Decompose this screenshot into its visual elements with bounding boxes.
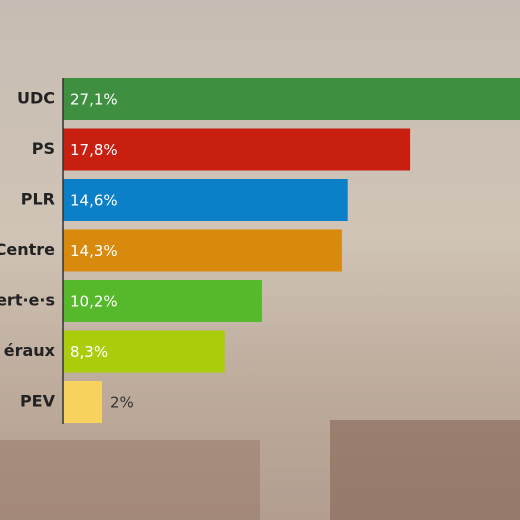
background-desk bbox=[330, 420, 520, 520]
value-label: 2% bbox=[110, 394, 134, 412]
category-label: UDC bbox=[17, 89, 55, 108]
bar bbox=[63, 179, 348, 221]
background-desk bbox=[0, 440, 260, 520]
bar bbox=[63, 78, 520, 120]
category-label: PEV bbox=[20, 392, 56, 411]
bars: UDC 27,1% PS 17,8% PLR 14,6% Centre 14,3% ert·e·… bbox=[0, 78, 520, 423]
bar bbox=[63, 280, 262, 322]
bar bbox=[63, 128, 411, 171]
category-label: PLR bbox=[21, 190, 55, 209]
category-label: PS bbox=[32, 139, 55, 158]
value-label: 17,8% bbox=[70, 141, 118, 159]
value-label: 14,3% bbox=[70, 242, 118, 260]
category-label: éraux bbox=[4, 341, 56, 360]
bar bbox=[63, 229, 342, 272]
bar bbox=[63, 330, 225, 373]
value-label: 8,3% bbox=[70, 343, 108, 361]
category-label: Centre bbox=[0, 240, 55, 259]
value-label: 10,2% bbox=[70, 293, 118, 311]
bar bbox=[63, 381, 102, 423]
value-label: 14,6% bbox=[70, 192, 118, 210]
value-label: 27,1% bbox=[70, 91, 118, 109]
category-label: ert·e·s bbox=[0, 291, 55, 310]
